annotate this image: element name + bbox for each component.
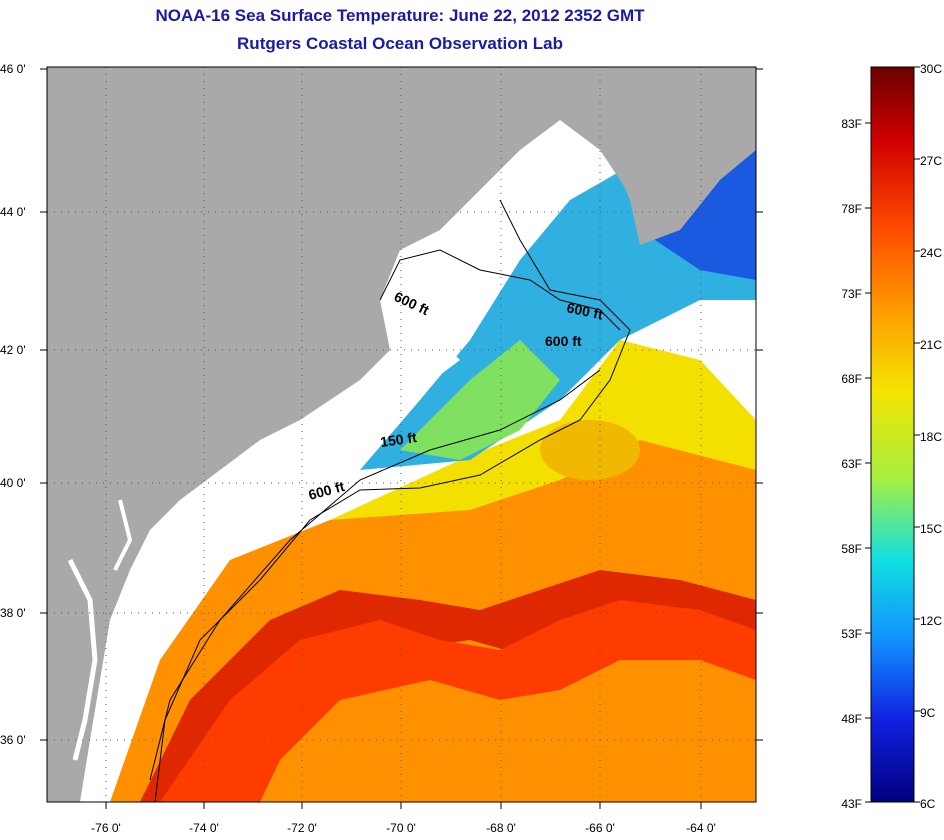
map-subtitle: Rutgers Coastal Ocean Observation Lab bbox=[237, 34, 563, 53]
lat-label: 40 0' bbox=[0, 476, 26, 490]
lon-label: -70 0' bbox=[386, 821, 416, 835]
colorbar-celsius-label: 6C bbox=[920, 797, 936, 811]
contour-label: 600 ft bbox=[545, 333, 582, 349]
land-nova-scotia bbox=[600, 70, 756, 245]
colorbar-fahrenheit-label: 48F bbox=[841, 712, 862, 726]
green-water bbox=[400, 340, 560, 460]
lon-label: -64 0' bbox=[686, 821, 716, 835]
contour-150ft bbox=[149, 369, 601, 781]
map-plot-area bbox=[47, 67, 756, 802]
lat-label: 46 0' bbox=[0, 62, 26, 76]
colorbar-fahrenheit-label: 43F bbox=[841, 797, 862, 811]
colorbar-celsius-label: 9C bbox=[920, 706, 936, 720]
colorbar-celsius-label: 24C bbox=[920, 246, 942, 260]
lat-label: 38 0' bbox=[0, 606, 26, 620]
colorbar-celsius-label: 21C bbox=[920, 338, 942, 352]
chesapeake bbox=[67, 558, 98, 761]
colorbar-celsius-label: 30C bbox=[920, 62, 942, 76]
lon-label: -74 0' bbox=[189, 821, 219, 835]
lat-label: 36 0' bbox=[0, 733, 26, 747]
colorbar-ticks bbox=[865, 66, 920, 803]
colorbar-fahrenheit-label: 73F bbox=[841, 287, 862, 301]
colorbar-fahrenheit-label: 53F bbox=[841, 627, 862, 641]
lat-label: 44 0' bbox=[0, 205, 26, 219]
colorbar-celsius-label: 12C bbox=[920, 614, 942, 628]
lon-label: -76 0' bbox=[91, 821, 121, 835]
lon-label: -68 0' bbox=[486, 821, 516, 835]
lon-label: -72 0' bbox=[287, 821, 317, 835]
colorbar-celsius-label: 15C bbox=[920, 522, 942, 536]
lat-ticks bbox=[40, 68, 763, 741]
cape-cod bbox=[390, 330, 460, 375]
contour-label: 600 ft bbox=[565, 299, 604, 322]
yellow-water bbox=[330, 340, 756, 520]
contour-600ft bbox=[154, 199, 631, 802]
land-mainland bbox=[47, 67, 756, 802]
delaware-bay bbox=[113, 499, 133, 571]
eddy bbox=[539, 419, 640, 481]
colorbar-fahrenheit-label: 68F bbox=[841, 372, 862, 386]
colorbar-fahrenheit-label: 78F bbox=[841, 202, 862, 216]
red-band bbox=[160, 600, 756, 802]
colorbar-fahrenheit-label: 58F bbox=[841, 542, 862, 556]
lon-label: -66 0' bbox=[585, 821, 615, 835]
colorbar bbox=[870, 66, 915, 803]
colorbar-celsius-label: 18C bbox=[920, 430, 942, 444]
contour-gulf-maine bbox=[379, 249, 621, 331]
lon-ticks bbox=[105, 802, 702, 809]
lat-label: 42 0' bbox=[0, 343, 26, 357]
colorbar-celsius-label: 27C bbox=[920, 154, 942, 168]
colorbar-fahrenheit-label: 63F bbox=[841, 457, 862, 471]
colorbar-fahrenheit-label: 83F bbox=[841, 117, 862, 131]
map-title: NOAA-16 Sea Surface Temperature: June 22… bbox=[155, 6, 645, 25]
contour-label: 150 ft bbox=[379, 429, 418, 450]
